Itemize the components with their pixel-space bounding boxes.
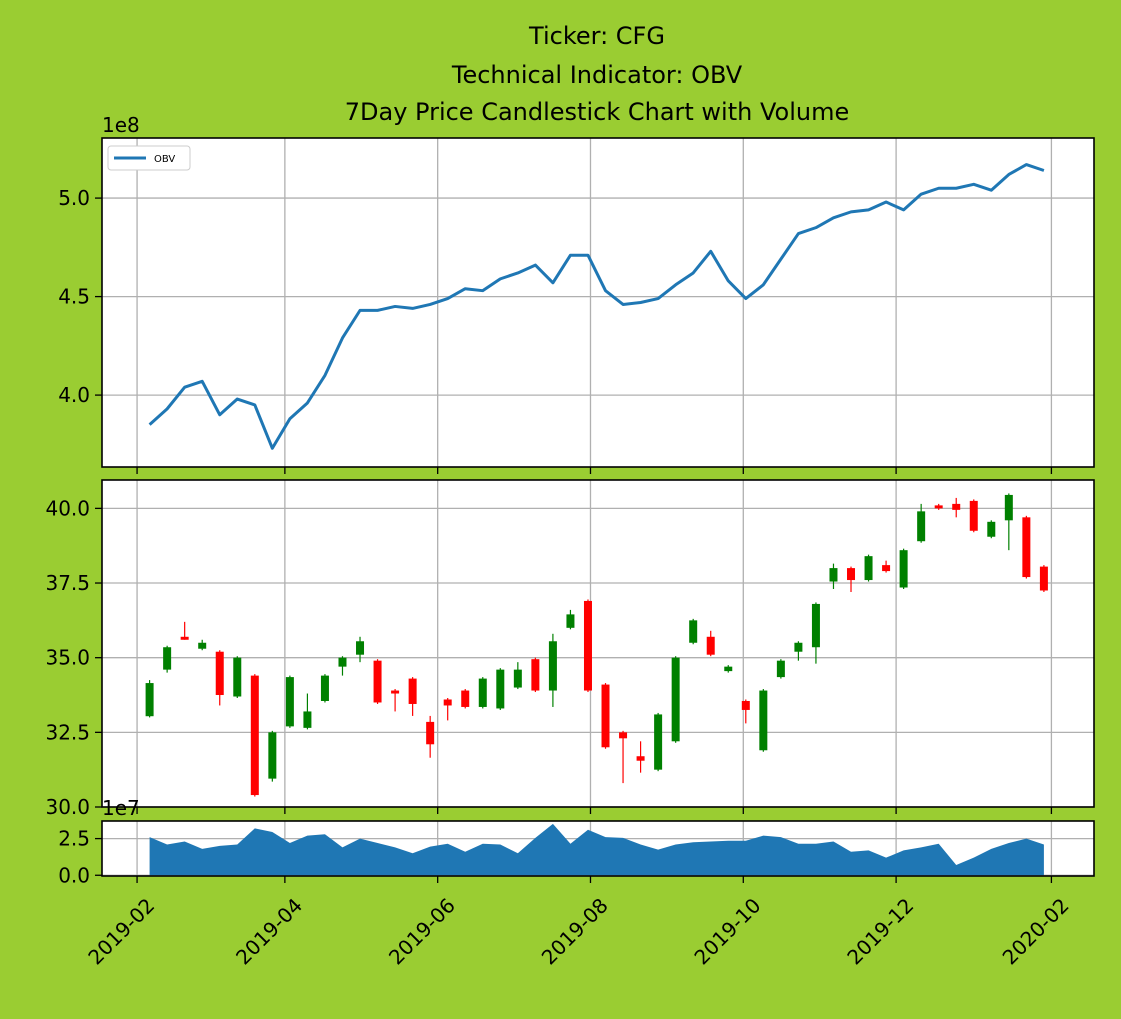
candle-body	[198, 642, 207, 649]
title-line: 7Day Price Candlestick Chart with Volume	[345, 98, 850, 126]
candle-body	[899, 550, 908, 588]
plot-background	[102, 480, 1094, 807]
y-tick-label: 4.0	[58, 383, 90, 407]
candle-body	[1004, 494, 1013, 521]
y-tick-label: 35.0	[45, 646, 90, 670]
candle-body	[689, 620, 698, 643]
y-tick-label: 5.0	[58, 186, 90, 210]
candle-body	[706, 636, 715, 655]
candle-body	[303, 711, 312, 728]
candle-body	[426, 721, 435, 745]
candle-body	[636, 756, 645, 761]
candle-body	[548, 641, 557, 691]
candle-body	[724, 666, 733, 672]
candle-body	[356, 641, 365, 655]
y-tick-label: 4.5	[58, 285, 90, 309]
plot-frame	[101, 820, 1095, 877]
candle-body	[847, 568, 856, 581]
candle-body	[338, 657, 347, 667]
candle-body	[461, 690, 470, 707]
candle-body	[215, 651, 224, 696]
candle-body	[163, 647, 172, 670]
title-line: Technical Indicator: OBV	[451, 61, 743, 89]
candle-body	[513, 669, 522, 688]
obv-line	[148, 163, 1045, 450]
candle-body	[233, 657, 242, 697]
legend-box	[107, 145, 191, 171]
candle-body	[145, 683, 154, 717]
y-tick-label: 37.5	[45, 571, 90, 595]
candle-body	[180, 636, 189, 640]
candle-body	[601, 684, 610, 748]
candle-body	[268, 732, 277, 779]
candle-body	[917, 511, 926, 542]
candle-body	[320, 675, 329, 701]
candle-body	[496, 669, 505, 709]
y-offset-label: 1e7	[102, 796, 140, 820]
candle-body	[776, 660, 785, 678]
candle-body	[583, 600, 592, 691]
candle-body	[969, 500, 978, 531]
candle-body	[952, 503, 961, 510]
y-tick-label: 32.5	[45, 720, 90, 744]
candle-body	[671, 657, 680, 742]
candle-body	[882, 565, 891, 572]
y-tick-label: 40.0	[45, 496, 90, 520]
candle-body	[566, 614, 575, 628]
candle-body	[443, 699, 452, 706]
candle-body	[1039, 566, 1048, 591]
plot-frame	[101, 479, 1095, 808]
candle-body	[391, 690, 400, 694]
candle-body	[934, 505, 943, 509]
candle-body	[829, 568, 838, 582]
legend-label: OBV	[154, 154, 175, 165]
candle-body	[478, 678, 487, 707]
candle-body	[741, 700, 750, 710]
plot-area	[102, 480, 1094, 807]
plot-area	[102, 138, 1094, 467]
candle-body	[408, 678, 417, 704]
candle-body	[619, 732, 628, 739]
plot-frame	[101, 137, 1095, 468]
y-tick-label: 0.0	[58, 863, 90, 887]
y-offset-label: 1e8	[102, 113, 140, 137]
candle-body	[250, 675, 259, 796]
candle-body	[864, 556, 873, 581]
candle-body	[759, 690, 768, 751]
volume-area	[149, 823, 1044, 876]
candle-body	[373, 660, 382, 703]
title-line: Ticker: CFG	[528, 22, 665, 50]
candle-body	[285, 677, 294, 727]
candle-body	[1022, 517, 1031, 578]
y-tick-label: 30.0	[45, 795, 90, 819]
candle-body	[654, 714, 663, 770]
candle-body	[987, 521, 996, 537]
y-tick-label: 2.5	[58, 827, 90, 851]
candle-body	[794, 642, 803, 652]
candle-body	[531, 659, 540, 691]
candle-body	[811, 603, 820, 648]
